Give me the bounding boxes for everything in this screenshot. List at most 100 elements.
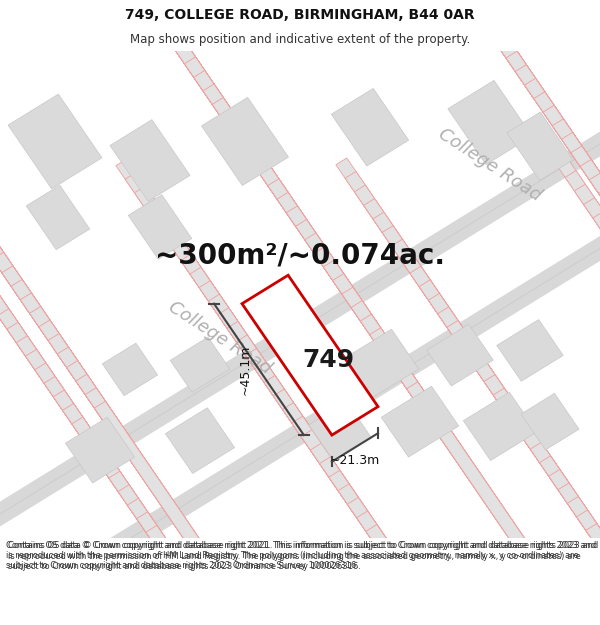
- Polygon shape: [0, 171, 94, 391]
- Polygon shape: [366, 524, 475, 625]
- Polygon shape: [0, 169, 600, 625]
- Polygon shape: [20, 293, 177, 513]
- Polygon shape: [0, 228, 51, 378]
- Polygon shape: [72, 417, 181, 568]
- Polygon shape: [562, 132, 600, 352]
- Polygon shape: [568, 496, 600, 625]
- Polygon shape: [543, 106, 600, 326]
- Polygon shape: [0, 57, 600, 540]
- Polygon shape: [478, 11, 600, 231]
- Polygon shape: [46, 0, 203, 74]
- Polygon shape: [7, 322, 116, 472]
- Polygon shape: [331, 88, 409, 166]
- Polygon shape: [349, 0, 506, 41]
- Polygon shape: [155, 539, 264, 625]
- Polygon shape: [242, 275, 378, 435]
- Polygon shape: [64, 0, 221, 101]
- Polygon shape: [463, 392, 536, 461]
- Polygon shape: [367, 0, 524, 68]
- Polygon shape: [134, 186, 244, 336]
- Polygon shape: [565, 171, 600, 321]
- Polygon shape: [320, 457, 428, 607]
- Polygon shape: [0, 90, 38, 310]
- Polygon shape: [577, 510, 600, 625]
- Polygon shape: [0, 173, 14, 324]
- Polygon shape: [397, 368, 554, 589]
- Polygon shape: [586, 524, 600, 625]
- Polygon shape: [110, 119, 190, 201]
- Polygon shape: [27, 0, 184, 47]
- Polygon shape: [67, 361, 224, 581]
- Polygon shape: [497, 319, 563, 381]
- Polygon shape: [83, 0, 239, 128]
- Polygon shape: [323, 260, 480, 480]
- Polygon shape: [595, 537, 600, 625]
- Polygon shape: [120, 0, 277, 182]
- Polygon shape: [58, 347, 214, 568]
- Polygon shape: [118, 485, 227, 625]
- Polygon shape: [2, 266, 159, 486]
- Polygon shape: [125, 173, 234, 322]
- Polygon shape: [493, 388, 600, 538]
- Polygon shape: [342, 287, 499, 508]
- Polygon shape: [0, 161, 600, 625]
- Polygon shape: [386, 0, 542, 96]
- Polygon shape: [0, 540, 44, 625]
- Polygon shape: [488, 24, 600, 244]
- Polygon shape: [571, 146, 600, 366]
- Polygon shape: [524, 78, 600, 299]
- Polygon shape: [0, 103, 47, 324]
- Polygon shape: [146, 526, 255, 625]
- Polygon shape: [236, 335, 345, 485]
- Polygon shape: [314, 246, 471, 467]
- Polygon shape: [91, 444, 199, 594]
- Polygon shape: [227, 321, 336, 471]
- Polygon shape: [81, 431, 190, 581]
- Polygon shape: [250, 152, 406, 372]
- Polygon shape: [0, 76, 29, 296]
- Polygon shape: [0, 36, 1, 256]
- Polygon shape: [580, 159, 600, 380]
- Polygon shape: [0, 49, 11, 269]
- Polygon shape: [358, 0, 515, 55]
- Polygon shape: [419, 280, 528, 430]
- Polygon shape: [103, 343, 158, 396]
- Polygon shape: [283, 402, 392, 552]
- Polygon shape: [100, 458, 209, 608]
- Polygon shape: [451, 0, 600, 190]
- Polygon shape: [0, 254, 70, 405]
- Polygon shape: [127, 498, 236, 625]
- Polygon shape: [428, 293, 538, 444]
- Polygon shape: [448, 81, 532, 164]
- Polygon shape: [26, 185, 90, 250]
- Polygon shape: [507, 112, 573, 181]
- Polygon shape: [351, 301, 508, 521]
- Polygon shape: [427, 324, 493, 386]
- Polygon shape: [264, 376, 373, 526]
- Polygon shape: [73, 0, 230, 115]
- Polygon shape: [255, 362, 364, 512]
- Polygon shape: [376, 0, 533, 82]
- Polygon shape: [460, 0, 600, 204]
- Polygon shape: [407, 382, 563, 602]
- Polygon shape: [85, 388, 242, 608]
- Polygon shape: [190, 268, 299, 418]
- Polygon shape: [341, 329, 419, 400]
- Polygon shape: [62, 404, 172, 554]
- Polygon shape: [48, 334, 205, 554]
- Text: Contains OS data © Crown copyright and database right 2021. This information is : Contains OS data © Crown copyright and d…: [6, 541, 596, 570]
- Polygon shape: [381, 386, 459, 457]
- Polygon shape: [0, 62, 20, 283]
- Polygon shape: [157, 16, 314, 236]
- Polygon shape: [0, 486, 7, 625]
- Polygon shape: [416, 396, 573, 616]
- Polygon shape: [185, 57, 341, 277]
- Polygon shape: [404, 0, 561, 122]
- Polygon shape: [456, 334, 565, 484]
- Text: ~21.3m: ~21.3m: [330, 454, 380, 468]
- Polygon shape: [401, 253, 509, 403]
- Polygon shape: [129, 0, 286, 196]
- Polygon shape: [382, 226, 491, 376]
- Polygon shape: [153, 213, 262, 363]
- Polygon shape: [593, 211, 600, 361]
